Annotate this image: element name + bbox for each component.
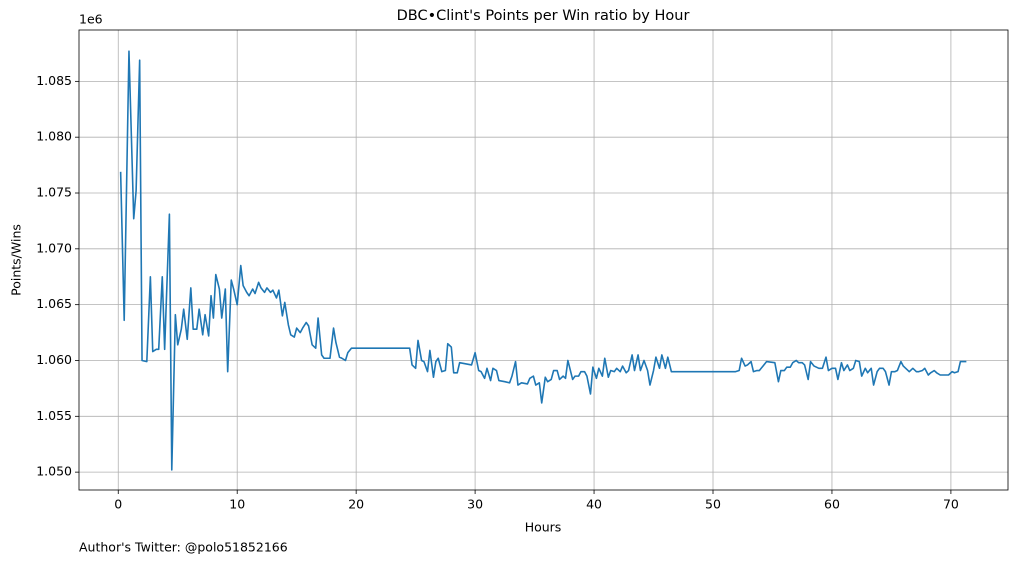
y-tick-label: 1.060 [36, 352, 72, 367]
grid: 0 10 20 30 40 50 60 70 1.050 1.055 1.060 1.065 1.070… [36, 30, 1008, 512]
y-tick-label: 1.085 [36, 73, 72, 88]
x-axis-label: Hours [525, 520, 562, 535]
y-tick-label: 1.055 [36, 408, 72, 423]
y-tick-label: 1.070 [36, 240, 72, 255]
plot [119, 50, 967, 471]
data-line [119, 50, 967, 471]
x-tick-label: 30 [467, 497, 483, 512]
y-tick-label: 1.075 [36, 185, 72, 200]
footnote: Author's Twitter: @polo51852166 [79, 540, 288, 555]
x-tick-label: 40 [586, 497, 602, 512]
y-tick-label: 1.065 [36, 296, 72, 311]
axes-frame [78, 29, 1009, 491]
y-tick-label: 1.080 [36, 129, 72, 144]
x-tick-label: 60 [824, 497, 840, 512]
y-offset-label: 1e6 [79, 12, 103, 27]
y-tick-label: 1.050 [36, 464, 72, 479]
x-tick-label: 0 [114, 497, 122, 512]
x-tick-label: 50 [705, 497, 721, 512]
x-tick-label: 20 [348, 497, 364, 512]
y-axis-label: Points/Wins [9, 224, 24, 296]
x-tick-label: 10 [229, 497, 245, 512]
chart-title: DBC•Clint's Points per Win ratio by Hour [397, 8, 690, 24]
x-tick-label: 70 [943, 497, 959, 512]
